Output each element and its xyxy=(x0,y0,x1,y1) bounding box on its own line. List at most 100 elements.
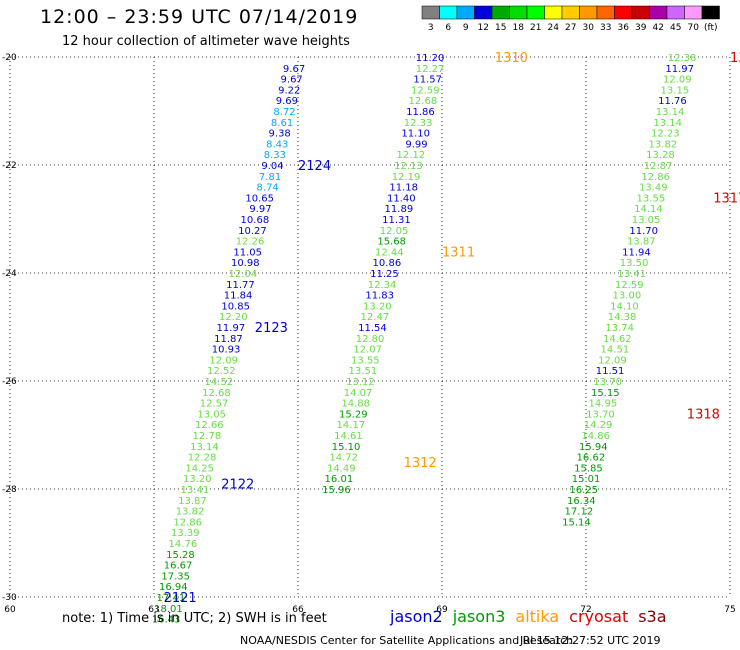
wave-height-value: 18.01 xyxy=(154,604,183,615)
colorbar-label: 9 xyxy=(463,23,469,33)
colorbar-swatch xyxy=(561,5,580,20)
wave-height-value: 16.94 xyxy=(159,582,188,593)
wave-height-value: 14.95 xyxy=(589,399,618,410)
wave-height-value: 14.76 xyxy=(169,539,198,550)
wave-height-value: 13.41 xyxy=(181,485,210,496)
colorbar-label: 21 xyxy=(530,23,541,33)
colorbar-label: 33 xyxy=(600,23,611,33)
wave-height-value: 11.77 xyxy=(226,280,255,291)
wave-height-value: 10.86 xyxy=(373,258,402,269)
wave-height-value: 12.19 xyxy=(392,172,421,183)
colorbar-label: 12 xyxy=(478,23,489,33)
wave-height-value: 14.61 xyxy=(334,431,363,442)
wave-height-value: 15.10 xyxy=(332,442,361,453)
pass-time-label: 2122 xyxy=(221,478,254,493)
colorbar-swatch xyxy=(596,5,615,20)
footer-note: note: 1) Time is in UTC; 2) SWH is in fe… xyxy=(62,611,327,626)
legend-jason3: jason3 xyxy=(452,607,506,626)
wave-height-value: 12.07 xyxy=(353,345,382,356)
colorbar-label: 30 xyxy=(583,23,595,33)
wave-height-value: 8.61 xyxy=(271,118,293,129)
chart-time-labels: 2124 2123 2122 2121 1310 1311 1312 131 1317 1318 xyxy=(164,51,740,606)
colorbar-swatch xyxy=(544,5,563,20)
wave-height-value: 12.44 xyxy=(375,247,404,258)
wave-height-value: 14.51 xyxy=(601,345,630,356)
wave-height-value: 11.54 xyxy=(358,323,387,334)
wave-height-value: 15.15 xyxy=(591,388,620,399)
colorbar-label: (ft) xyxy=(704,23,718,33)
wave-height-value: 9.97 xyxy=(249,204,271,215)
wave-height-value: 13.28 xyxy=(646,150,675,161)
wave-height-value: 12.34 xyxy=(368,280,397,291)
colorbar-label: 39 xyxy=(635,23,647,33)
wave-height-value: 11.57 xyxy=(413,75,442,86)
pass-time-label: 131 xyxy=(730,51,740,66)
wave-height-value: 11.25 xyxy=(370,269,399,280)
wave-height-value: 13.39 xyxy=(171,528,200,539)
wave-height-value: 12.27 xyxy=(416,64,445,75)
pass-time-label: 2124 xyxy=(298,159,331,174)
wave-height-value: 13.14 xyxy=(653,118,682,129)
y-tick-label: -20 xyxy=(2,53,17,63)
wave-height-value: 13.82 xyxy=(176,507,205,518)
wave-height-value: 10.85 xyxy=(221,301,250,312)
wave-height-value: 11.89 xyxy=(385,204,414,215)
wave-height-value: 9.67 xyxy=(281,75,303,86)
wave-height-value: 12.68 xyxy=(409,96,438,107)
colorbar-swatch xyxy=(701,5,720,20)
wave-height-value: 13.14 xyxy=(190,442,219,453)
wave-height-value: 12.09 xyxy=(598,355,627,366)
wave-height-value: 12.66 xyxy=(195,420,224,431)
wave-height-value: 15.29 xyxy=(339,409,368,420)
wave-height-value: 13.82 xyxy=(649,139,678,150)
colorbar-swatch xyxy=(579,5,598,20)
wave-height-value: 12.78 xyxy=(193,431,222,442)
wave-height-value: 14.29 xyxy=(584,420,613,431)
page-subtitle: 12 hour collection of altimeter wave hei… xyxy=(62,34,350,49)
wave-height-value: 10.27 xyxy=(238,226,267,237)
wave-height-value: 15.28 xyxy=(166,550,195,561)
wave-height-value: 11.70 xyxy=(629,226,658,237)
wave-height-value: 9.99 xyxy=(405,139,427,150)
wave-height-value: 9.67 xyxy=(283,64,305,75)
wave-height-value: 13.05 xyxy=(632,215,661,226)
wave-height-value: 13.14 xyxy=(656,107,685,118)
wave-height-value: 14.72 xyxy=(329,453,358,464)
colorbar-label: 24 xyxy=(548,23,560,33)
x-tick-label: 69 xyxy=(436,605,448,615)
y-tick-label: -28 xyxy=(2,485,17,495)
wave-height-value: 13.51 xyxy=(349,366,378,377)
wave-height-value: 12.09 xyxy=(663,75,692,86)
wave-height-value: 8.72 xyxy=(273,107,295,118)
wave-height-value: 11.94 xyxy=(622,247,651,258)
legend-altika: altika xyxy=(515,607,560,626)
wave-height-value: 14.38 xyxy=(608,312,637,323)
wave-height-value: 13.55 xyxy=(637,193,666,204)
y-tick-label: -22 xyxy=(2,161,17,171)
generated-timestamp: Jul 15 12:27:52 UTC 2019 xyxy=(520,634,661,647)
pass-time-label: 1312 xyxy=(404,456,437,471)
wave-height-value: 14.07 xyxy=(344,388,373,399)
wave-height-value: 14.88 xyxy=(341,399,370,410)
x-tick-label: 60 xyxy=(4,605,16,615)
colorbar-label: 15 xyxy=(495,23,506,33)
x-tick-label: 72 xyxy=(580,605,591,615)
wave-height-value: 14.17 xyxy=(337,420,366,431)
wave-height-value: 12.23 xyxy=(651,129,680,140)
wave-height-value: 17.35 xyxy=(161,571,190,582)
wave-height-value: 8.74 xyxy=(257,183,279,194)
wave-height-value: 13.41 xyxy=(617,269,646,280)
wave-height-value: 12.33 xyxy=(404,118,433,129)
colorbar-label: 6 xyxy=(445,23,451,33)
wave-height-value: 15.01 xyxy=(572,474,601,485)
chart-points: 9.679.679.229.698.728.619.388.438.339.04… xyxy=(152,53,697,626)
wave-height-value: 12.09 xyxy=(209,355,238,366)
colorbar-label: 27 xyxy=(565,23,576,33)
wave-height-value: 16.67 xyxy=(164,561,193,572)
wave-height-value: 11.31 xyxy=(382,215,411,226)
chart-grid xyxy=(9,56,731,598)
wave-height-value: 7.81 xyxy=(259,172,281,183)
satellite-legend: jason2 jason3 altika cryosat s3a xyxy=(390,607,677,626)
wave-height-value: 16.62 xyxy=(577,453,606,464)
wave-height-value: 11.76 xyxy=(658,96,687,107)
